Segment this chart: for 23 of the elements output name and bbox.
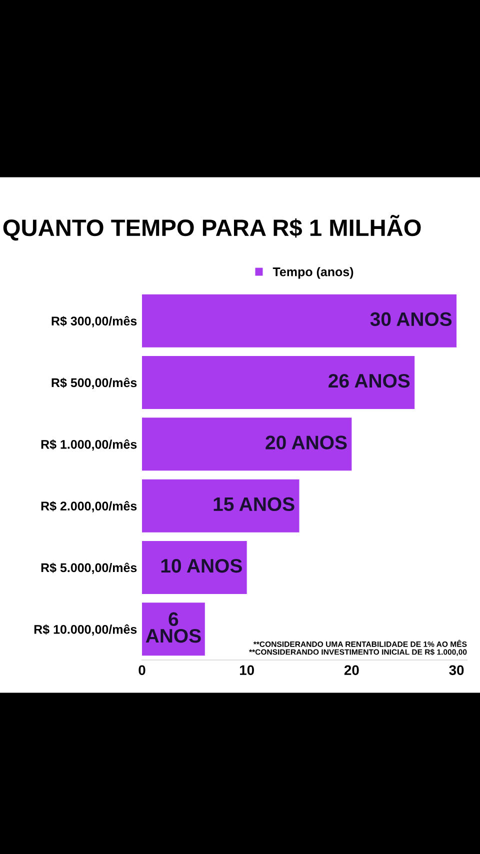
bar xyxy=(142,540,247,594)
y-tick-label: R$ 1.000,00/mês xyxy=(41,439,137,451)
bar xyxy=(142,479,300,532)
data-label: 30 ANOS xyxy=(370,312,452,326)
x-tick-label: 10 xyxy=(240,665,254,676)
data-label: 10 ANOS xyxy=(161,558,242,573)
data-label: 26 ANOS xyxy=(328,374,410,388)
chart-title: QUANTO TEMPO PARA R$ 1 MILHÃO xyxy=(3,214,421,241)
y-tick-label: R$ 2.000,00/mês xyxy=(41,501,137,512)
data-label: 15 ANOS xyxy=(214,497,294,512)
legend-label: Tempo (anos) xyxy=(272,267,354,279)
bar xyxy=(142,294,457,348)
y-tick-label: R$ 5.000,00/mês xyxy=(41,562,137,574)
x-tick-label: 30 xyxy=(449,665,464,676)
y-tick-label: R$ 500,00/mês xyxy=(52,378,137,389)
bar xyxy=(142,356,415,410)
y-tick-label: R$ 10.000,00/mês xyxy=(34,624,137,636)
x-tick-label: 0 xyxy=(138,665,146,676)
data-label: 20 ANOS xyxy=(266,436,347,450)
x-tick-label: 20 xyxy=(344,665,359,676)
data-label: 6 ANOS xyxy=(146,612,201,643)
bar xyxy=(142,418,352,471)
y-tick-label: R$ 300,00/mês xyxy=(52,316,137,328)
